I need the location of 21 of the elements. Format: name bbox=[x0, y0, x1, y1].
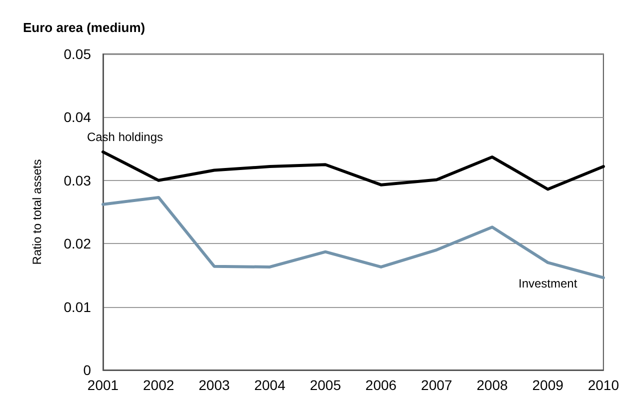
x-tick-label: 2002 bbox=[143, 377, 174, 393]
line-series bbox=[102, 196, 605, 280]
x-tick-label: 2003 bbox=[198, 377, 230, 393]
line-series bbox=[102, 150, 605, 191]
y-tick-label: 0.03 bbox=[64, 172, 92, 188]
x-tick-label: 2010 bbox=[588, 377, 620, 393]
y-tick-label: 0.04 bbox=[64, 109, 92, 126]
x-tick-label: 2008 bbox=[476, 377, 508, 393]
series-label: Investment bbox=[518, 276, 578, 291]
x-tick-label: 2006 bbox=[365, 377, 397, 393]
y-tick-label: 0 bbox=[83, 362, 92, 378]
y-axis-title: Ratio to total assets bbox=[30, 159, 44, 265]
chart-title: Euro area (medium) bbox=[23, 20, 146, 35]
y-tick-label: 0.05 bbox=[64, 46, 92, 62]
x-tick-label: 2009 bbox=[532, 377, 564, 393]
x-tick-label: 2004 bbox=[254, 377, 286, 393]
x-tick-label: 2001 bbox=[87, 377, 119, 393]
y-tick-label: 0.02 bbox=[64, 236, 92, 252]
x-tick-label: 2005 bbox=[310, 377, 342, 393]
y-tick-label: 0.01 bbox=[64, 298, 92, 315]
x-tick-label: 2007 bbox=[421, 377, 452, 393]
